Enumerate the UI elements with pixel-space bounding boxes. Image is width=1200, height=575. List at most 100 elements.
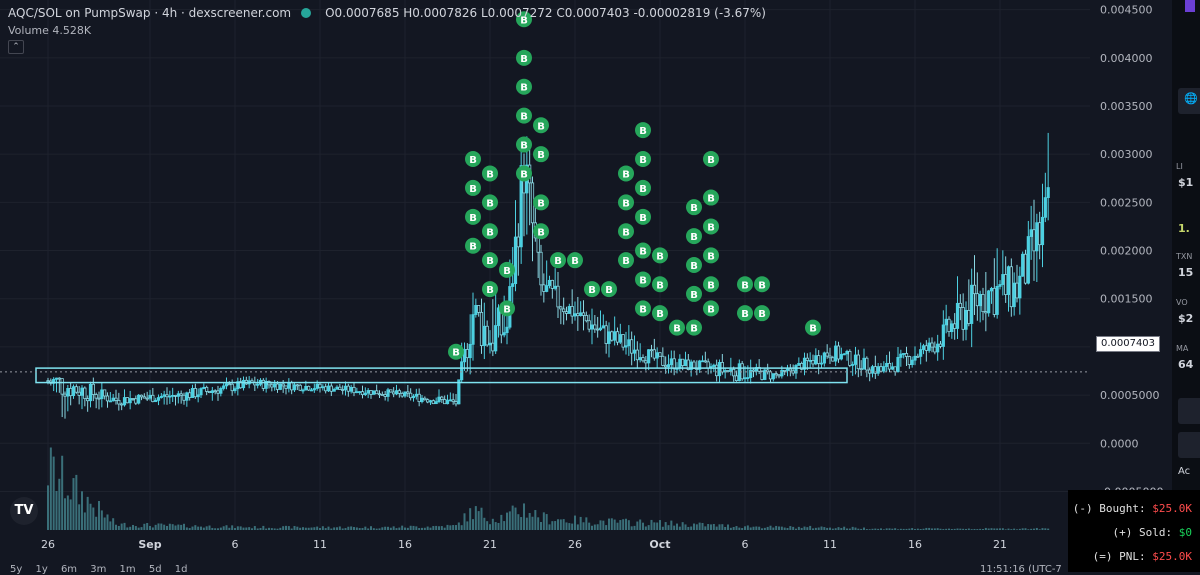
tf-1d[interactable]: 1d <box>174 564 188 575</box>
candle-body <box>128 398 132 404</box>
volume-bar <box>134 526 137 530</box>
volume-bar <box>525 517 528 530</box>
candle-body <box>715 364 719 377</box>
candle-body <box>332 388 336 392</box>
candle-body <box>454 401 458 405</box>
volume-bar <box>477 511 480 530</box>
volume-bar <box>194 525 197 530</box>
candle-body <box>774 373 778 376</box>
candle-body <box>893 366 897 373</box>
volume-bar <box>183 523 185 530</box>
candle-body <box>700 360 705 363</box>
globe-button[interactable]: 🌐 <box>1178 88 1200 114</box>
price-chart[interactable]: 0.004500 0.004000 0.003500 0.003000 0.002500… <box>0 0 1172 572</box>
candle-body <box>176 393 180 397</box>
side-button-2[interactable] <box>1178 432 1200 458</box>
buy-marker-label: B <box>741 309 749 320</box>
tf-1y[interactable]: 1y <box>35 564 48 575</box>
buy-marker <box>737 276 753 293</box>
volume-bar <box>384 526 387 530</box>
collapse-legend-icon[interactable]: ⌃ <box>8 40 24 54</box>
candle-body <box>460 361 464 381</box>
tf-3m[interactable]: 3m <box>90 564 107 575</box>
candle-body <box>134 398 138 404</box>
volume-bar <box>579 516 582 530</box>
candle-body <box>780 369 784 377</box>
volume-bar <box>58 478 61 530</box>
tf-6m[interactable]: 6m <box>60 564 78 575</box>
candle-body <box>502 332 506 336</box>
candle-body <box>632 349 637 354</box>
volume-bar <box>132 524 134 530</box>
candle-body <box>494 325 498 352</box>
volume-bar <box>792 526 795 530</box>
volume-bar <box>154 524 157 530</box>
pnl-value: $25.0K <box>1152 550 1192 563</box>
candle-body <box>346 385 350 392</box>
candle-body <box>587 320 591 330</box>
candle-body <box>224 383 229 387</box>
buy-marker <box>567 252 583 269</box>
tf-5d[interactable]: 5d <box>148 564 162 575</box>
volume-bar <box>596 524 599 530</box>
candle-body <box>400 392 404 397</box>
volume-bar <box>421 527 423 530</box>
tradingview-logo-icon[interactable]: TV <box>10 497 38 525</box>
volume-bar <box>715 526 718 530</box>
volume-bar <box>304 527 307 530</box>
pnl-row: (=) PNL: $25.0K <box>1093 550 1192 563</box>
candle-body <box>924 345 928 351</box>
volume-bar <box>721 524 724 530</box>
candle-body <box>443 399 447 405</box>
volume-bar <box>412 525 415 530</box>
volume-bar <box>228 527 231 530</box>
candle-body <box>290 382 294 391</box>
candle-body <box>71 386 76 397</box>
volume-bar <box>200 526 202 530</box>
candle-body <box>885 362 889 367</box>
candle-body <box>179 393 183 396</box>
volume-bar <box>602 520 605 530</box>
volume-bar <box>865 529 868 530</box>
volume-bar <box>446 524 449 530</box>
volume-bar <box>415 526 418 530</box>
volume-bar <box>265 528 268 530</box>
candle-body <box>52 378 56 384</box>
y-tick-label: 0.001500 <box>1100 293 1153 306</box>
tf-5y[interactable]: 5y <box>10 564 23 575</box>
candle-body <box>635 349 639 361</box>
volume-bar <box>582 522 585 530</box>
candle-body <box>669 358 673 366</box>
volume-bar <box>979 528 982 530</box>
candle-body <box>800 363 804 370</box>
candle-body <box>171 394 175 397</box>
candle-body <box>131 398 135 400</box>
candle-body <box>329 385 333 392</box>
candle-body <box>488 342 492 346</box>
candle-body <box>601 325 605 329</box>
volume-bar <box>123 522 126 530</box>
volume-bar <box>387 526 389 530</box>
buy-marker <box>618 165 634 182</box>
candle-body <box>564 311 569 314</box>
y-tick-label: 0.004000 <box>1100 52 1153 65</box>
side-button-1[interactable] <box>1178 398 1200 424</box>
buy-marker-label: B <box>639 275 647 286</box>
candle-body <box>610 331 614 341</box>
candle-body <box>420 397 424 403</box>
volume-side-value: $2 <box>1178 312 1194 325</box>
candle-body <box>768 371 773 380</box>
tf-1m[interactable]: 1m <box>119 564 136 575</box>
volume-bar <box>664 522 667 530</box>
buy-marker-label: B <box>622 256 630 267</box>
candle-body <box>1004 274 1008 295</box>
candle-body <box>641 357 645 362</box>
sold-row: (+) Sold: $0 <box>1113 526 1192 539</box>
volume-bar <box>905 528 908 530</box>
candle-body <box>392 391 396 395</box>
candle-body <box>553 285 557 289</box>
candle-body <box>185 392 189 401</box>
volume-bar <box>537 517 540 530</box>
txn-value: 15 <box>1178 266 1194 279</box>
volume-bar <box>404 527 406 530</box>
